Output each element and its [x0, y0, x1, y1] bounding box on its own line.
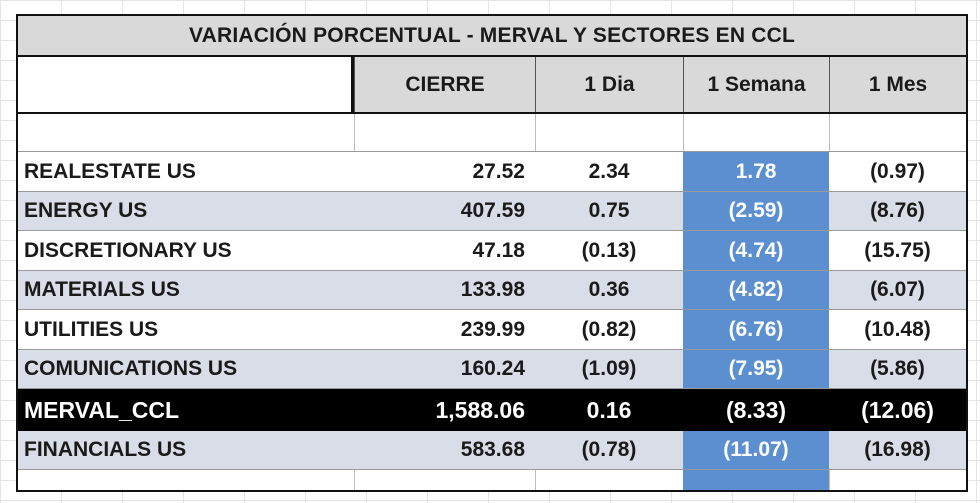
table-row: DISCRETIONARY US 47.18 (0.13) (4.74) (15…: [18, 231, 966, 271]
spacer-row: [18, 114, 966, 152]
semana-value: (8.33): [683, 389, 829, 431]
dia-value: 0.16: [586, 396, 632, 423]
dia-value: (0.78): [581, 438, 637, 461]
cierre-value: 160.24: [460, 357, 525, 380]
cierre-value: 407.59: [460, 199, 525, 222]
dia-value: (1.09): [581, 357, 637, 380]
semana-value: (11.07): [683, 431, 829, 469]
semana-value: (6.76): [683, 310, 829, 349]
row-label: UTILITIES US: [24, 317, 159, 341]
variation-table: VARIACIÓN PORCENTUAL - MERVAL Y SECTORES…: [16, 14, 968, 492]
mes-value: (0.97): [870, 159, 925, 183]
dia-value: 0.36: [588, 278, 630, 301]
row-label: ENERGY US: [24, 199, 148, 222]
cierre-value: 239.99: [460, 317, 525, 341]
cierre-value: 27.52: [472, 159, 525, 183]
col-header-1-mes: 1 Mes: [829, 57, 966, 112]
mes-value: (15.75): [864, 238, 931, 262]
table-row: MATERIALS US 133.98 0.36 (4.82) (6.07): [18, 271, 966, 310]
cierre-value: 1,588.06: [435, 396, 525, 423]
table-title: VARIACIÓN PORCENTUAL - MERVAL Y SECTORES…: [18, 16, 966, 57]
table-row: ENERGY US 407.59 0.75 (2.59) (8.76): [18, 192, 966, 231]
empty-bottom-row: [18, 470, 966, 490]
header-blank: [18, 57, 354, 112]
semana-value: (4.82): [683, 271, 829, 309]
mes-value: (8.76): [870, 199, 925, 222]
row-label: FINANCIALS US: [24, 438, 187, 461]
semana-value: (2.59): [683, 192, 829, 230]
col-header-cierre: CIERRE: [354, 57, 535, 112]
row-label: COMUNICATIONS US: [24, 357, 238, 380]
mes-value: (6.07): [870, 278, 925, 301]
semana-value: (4.74): [683, 231, 829, 270]
cierre-value: 583.68: [460, 438, 525, 461]
semana-value: (7.95): [683, 350, 829, 388]
mes-value: (10.48): [864, 317, 931, 341]
cierre-value: 133.98: [460, 278, 525, 301]
row-label: MATERIALS US: [24, 278, 180, 301]
col-header-1-semana: 1 Semana: [683, 57, 829, 112]
table-row: COMUNICATIONS US 160.24 (1.09) (7.95) (5…: [18, 350, 966, 389]
table-row: UTILITIES US 239.99 (0.82) (6.76) (10.48…: [18, 310, 966, 350]
header-row: CIERRE 1 Dia 1 Semana 1 Mes: [18, 57, 966, 114]
cierre-value: 47.18: [472, 238, 525, 262]
table-row: REALESTATE US 27.52 2.34 1.78 (0.97): [18, 152, 966, 192]
dia-value: 0.75: [588, 199, 630, 222]
semana-blank-cell: [683, 470, 829, 490]
semana-value: 1.78: [683, 152, 829, 191]
merval-highlight-row: MERVAL_CCL 1,588.06 0.16 (8.33) (12.06): [18, 389, 966, 431]
mes-value: (16.98): [864, 438, 931, 461]
dia-value: 2.34: [588, 159, 630, 183]
col-header-1-dia: 1 Dia: [535, 57, 683, 112]
dia-value: (0.13): [581, 238, 637, 262]
dia-value: (0.82): [581, 317, 637, 341]
mes-value: (12.06): [861, 396, 934, 423]
table-row: FINANCIALS US 583.68 (0.78) (11.07) (16.…: [18, 431, 966, 470]
row-label: REALESTATE US: [24, 159, 196, 183]
row-label: MERVAL_CCL: [24, 396, 180, 423]
mes-value: (5.86): [870, 357, 925, 380]
row-label: DISCRETIONARY US: [24, 238, 232, 262]
